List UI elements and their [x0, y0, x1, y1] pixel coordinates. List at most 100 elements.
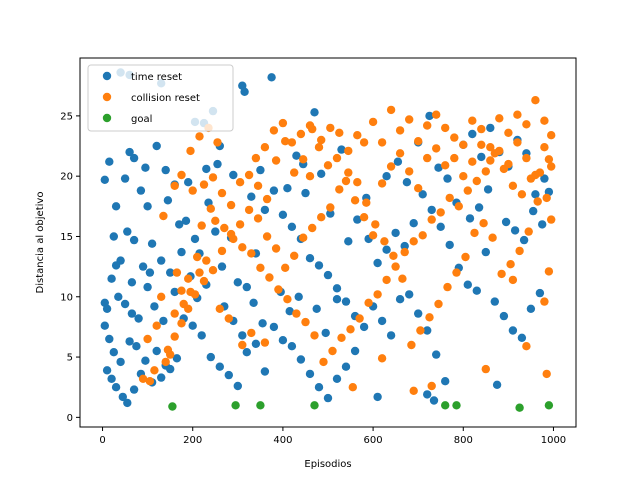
data-point [386, 162, 396, 171]
data-point [161, 165, 170, 175]
data-point [262, 232, 272, 241]
data-point [425, 111, 434, 121]
data-point [150, 302, 159, 311]
data-point [391, 228, 400, 238]
data-point [441, 377, 450, 386]
data-point [481, 167, 490, 176]
data-point [163, 196, 173, 205]
data-point [377, 179, 387, 188]
data-point [355, 314, 364, 323]
data-point [405, 290, 414, 299]
data-point [359, 138, 369, 147]
data-point [281, 137, 290, 146]
data-point [414, 309, 423, 318]
data-point [267, 73, 276, 82]
data-point [143, 202, 152, 211]
data-point [172, 354, 182, 363]
data-point [184, 274, 193, 283]
data-point [328, 346, 337, 356]
data-point [105, 334, 114, 344]
data-point [486, 123, 495, 133]
data-point [353, 215, 362, 224]
data-point [323, 270, 333, 280]
data-point [314, 383, 324, 392]
y-axis-label: Distancia al objetivo [35, 192, 46, 294]
data-point [508, 181, 518, 190]
data-point [344, 168, 353, 177]
data-point [432, 110, 441, 119]
data-point [215, 304, 224, 313]
data-point [197, 221, 206, 230]
data-point [143, 282, 152, 292]
data-point [335, 128, 344, 137]
data-point [326, 123, 335, 133]
data-point [199, 276, 209, 286]
data-point [472, 176, 481, 186]
data-point [477, 140, 486, 149]
data-point [102, 304, 112, 313]
data-point [350, 346, 360, 356]
data-point [206, 204, 215, 213]
data-point [247, 192, 256, 201]
data-point [226, 200, 236, 210]
x-tick-label: 0 [99, 435, 105, 446]
x-tick-label: 1000 [541, 435, 566, 446]
data-point [138, 374, 148, 383]
data-point [177, 170, 186, 180]
data-point [522, 120, 531, 129]
data-point [418, 231, 427, 240]
data-point [211, 227, 220, 236]
data-point [540, 297, 549, 306]
data-point [287, 222, 297, 231]
data-point [540, 174, 549, 183]
data-point [501, 217, 511, 227]
data-point [377, 354, 387, 363]
data-point [348, 383, 357, 392]
data-point [391, 262, 400, 271]
data-point [407, 340, 416, 350]
data-point [508, 275, 518, 285]
legend-marker [102, 92, 112, 102]
data-point [353, 178, 362, 187]
data-point [373, 290, 382, 299]
data-point [314, 143, 324, 152]
data-point [400, 247, 409, 257]
data-point [531, 170, 540, 180]
data-point [269, 126, 279, 135]
data-point [398, 274, 407, 283]
data-point [285, 307, 294, 316]
data-point [129, 153, 139, 163]
legend-marker [102, 71, 112, 81]
data-point [278, 118, 288, 128]
data-point [540, 143, 549, 152]
data-point [441, 123, 450, 133]
data-point [499, 311, 509, 321]
legend-label: goal [131, 114, 152, 125]
data-point [168, 402, 177, 411]
data-point [423, 121, 432, 130]
data-point [111, 383, 121, 392]
data-point [382, 172, 391, 181]
axes-frame [79, 57, 577, 428]
data-point [423, 326, 432, 335]
data-point [170, 181, 179, 190]
data-point [513, 138, 522, 147]
data-point [341, 362, 351, 371]
data-point [301, 317, 310, 327]
data-point [405, 167, 414, 176]
data-point [317, 169, 326, 178]
data-point [186, 146, 195, 156]
data-point [477, 124, 486, 134]
x-axis-ticks: 0 200 400 600 800 1000 [99, 427, 566, 446]
data-point [195, 132, 204, 141]
data-point [170, 309, 179, 318]
data-point [305, 254, 315, 263]
data-point [436, 208, 445, 217]
data-point [251, 153, 261, 163]
data-point [231, 401, 240, 410]
data-point [163, 345, 173, 354]
data-point [377, 138, 387, 147]
data-point [278, 336, 288, 345]
data-point [368, 231, 378, 240]
